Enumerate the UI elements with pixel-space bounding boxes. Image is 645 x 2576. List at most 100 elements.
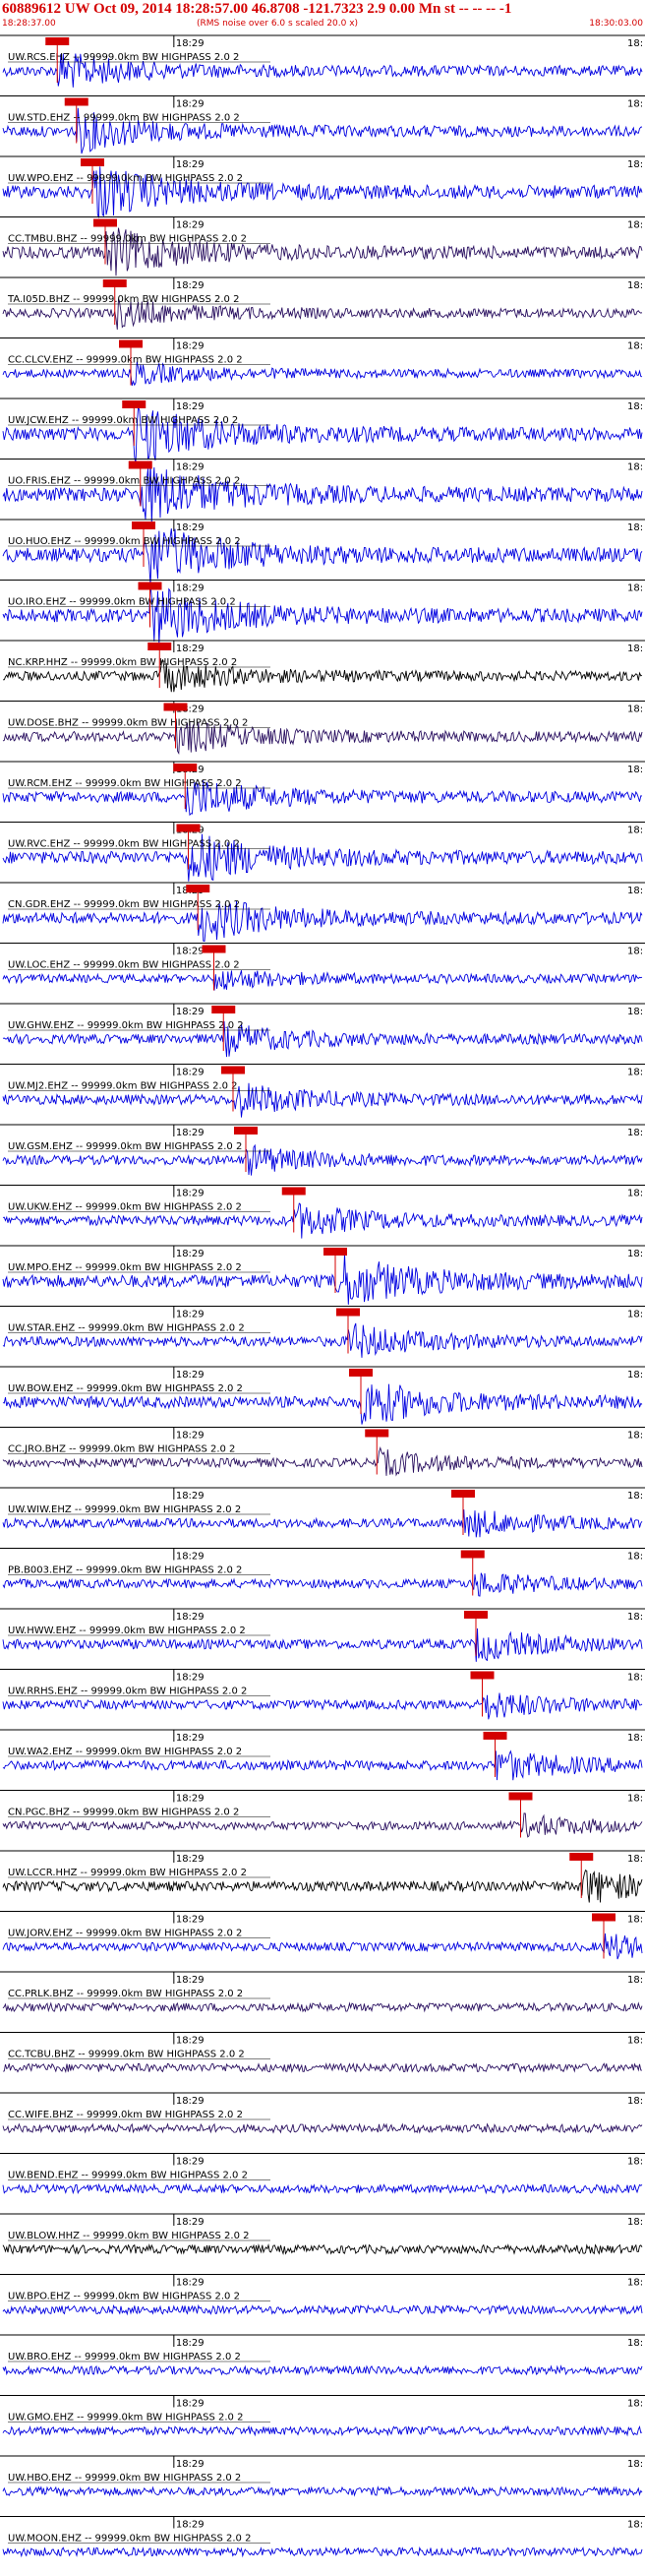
- trace-label: CC.CLCV.EHZ -- 99999.0km BW HIGHPASS 2.0…: [8, 355, 243, 366]
- end-label: 18:: [627, 220, 643, 231]
- trace-label: UW.BOW.EHZ -- 99999.0km BW HIGHPASS 2.0 …: [8, 1383, 243, 1394]
- trace-label: UW.GSM.EHZ -- 99999.0km BW HIGHPASS 2.0 …: [8, 1141, 242, 1152]
- end-label: 18:: [627, 2338, 643, 2349]
- pick-marker: [221, 1066, 245, 1074]
- trace-label: UW.STD.EHZ -- 99999.0km BW HIGHPASS 2.0 …: [8, 113, 240, 124]
- pick-marker: [234, 1127, 258, 1135]
- pick-marker: [451, 1490, 475, 1498]
- pick-marker: [336, 1308, 360, 1317]
- trace-label: CC.TCBU.BHZ -- 99999.0km BW HIGHPASS 2.0…: [8, 2050, 245, 2060]
- pick-marker: [138, 582, 162, 590]
- waveform-trace: [2, 2001, 643, 2013]
- trace-label: UW.GHW.EHZ -- 99999.0km BW HIGHPASS 2.0 …: [8, 1020, 244, 1031]
- minute-label: 18:29: [176, 1612, 205, 1623]
- waveform-trace: [2, 2424, 643, 2437]
- trace-label: CC.TMBU.BHZ -- 99999.0km BW HIGHPASS 2.0…: [8, 234, 247, 245]
- minute-label: 18:29: [176, 1431, 205, 1441]
- pick-marker: [93, 218, 117, 227]
- pick-marker: [128, 460, 152, 469]
- waveform-trace: [2, 1870, 643, 1903]
- trace-label: CC.PRLK.BHZ -- 99999.0km BW HIGHPASS 2.0…: [8, 1989, 243, 1999]
- pick-marker: [186, 885, 210, 892]
- minute-label: 18:29: [176, 2338, 205, 2349]
- end-label: 18:: [627, 1552, 643, 1563]
- waveform-trace: [2, 1082, 643, 1118]
- minute-label: 18:29: [176, 1189, 205, 1199]
- waveform-trace: [2, 721, 643, 756]
- end-label: 18:: [627, 1249, 643, 1259]
- minute-label: 18:29: [176, 1854, 205, 1865]
- trace-label: UW.DOSE.BHZ -- 99999.0km BW HIGHPASS 2.0…: [8, 718, 248, 729]
- minute-label: 18:29: [176, 1552, 205, 1563]
- waveform-trace: [2, 1509, 643, 1538]
- waveform-trace: [2, 1445, 643, 1477]
- end-label: 18:: [627, 1733, 643, 1744]
- end-label: 18:: [627, 1975, 643, 1986]
- trace-label: UW.WA2.EHZ -- 99999.0km BW HIGHPASS 2.0 …: [8, 1747, 242, 1757]
- pick-marker: [211, 1006, 236, 1013]
- minute-label: 18:29: [176, 2459, 205, 2470]
- minute-label: 18:29: [176, 462, 205, 473]
- waveform-trace: [2, 1749, 643, 1781]
- waveform-trace: [2, 1322, 643, 1358]
- trace-label: UW.MPO.EHZ -- 99999.0km BW HIGHPASS 2.0 …: [8, 1262, 242, 1273]
- trace-label: UW.HBO.EHZ -- 99999.0km BW HIGHPASS 2.0 …: [8, 2473, 241, 2484]
- waveform-trace: [2, 2364, 643, 2376]
- waveform-trace: [2, 970, 643, 991]
- waveform-trace: [2, 405, 643, 464]
- waveform-trace: [2, 780, 643, 817]
- pick-marker: [173, 764, 198, 771]
- end-label: 18:: [627, 1189, 643, 1199]
- minute-label: 18:29: [176, 1068, 205, 1078]
- minute-label: 18:29: [176, 1370, 205, 1380]
- trace-label: UW.RCM.EHZ -- 99999.0km BW HIGHPASS 2.0 …: [8, 778, 242, 789]
- end-time: 18:30:03.00: [589, 19, 643, 29]
- waveform-trace: [2, 1932, 643, 1960]
- pick-marker: [508, 1792, 533, 1801]
- pick-marker: [460, 1550, 485, 1559]
- end-label: 18:: [627, 341, 643, 352]
- trace-label: UW.GMO.EHZ -- 99999.0km BW HIGHPASS 2.0 …: [8, 2413, 243, 2423]
- minute-label: 18:29: [176, 99, 205, 110]
- minute-label: 18:29: [176, 2520, 205, 2531]
- trace-label: CN.GDR.EHZ -- 99999.0km BW HIGHPASS 2.0 …: [8, 899, 240, 910]
- pick-marker: [147, 643, 172, 650]
- minute-label: 18:29: [176, 38, 205, 49]
- minute-label: 18:29: [176, 2096, 205, 2107]
- trace-label: CC.JRO.BHZ -- 99999.0km BW HIGHPASS 2.0 …: [8, 1444, 235, 1455]
- end-label: 18:: [627, 2520, 643, 2531]
- minute-label: 18:29: [176, 705, 205, 715]
- end-label: 18:: [627, 1915, 643, 1926]
- scaling-note: (RMS noise over 6.0 s scaled 20.0 x): [197, 19, 359, 29]
- event-title: 60889612 UW Oct 09, 2014 18:28:57.00 46.…: [2, 1, 512, 17]
- end-label: 18:: [627, 2459, 643, 2470]
- minute-label: 18:29: [176, 2217, 205, 2228]
- minute-label: 18:29: [176, 1128, 205, 1138]
- end-label: 18:: [627, 826, 643, 836]
- end-label: 18:: [627, 1431, 643, 1441]
- trace-label: UO.IRO.EHZ -- 99999.0km BW HIGHPASS 2.0 …: [8, 597, 236, 608]
- waveform-trace: [2, 2485, 643, 2497]
- minute-label: 18:29: [176, 2036, 205, 2047]
- pick-marker: [323, 1248, 347, 1256]
- end-label: 18:: [627, 644, 643, 654]
- pick-marker: [202, 945, 226, 953]
- end-label: 18:: [627, 2399, 643, 2410]
- minute-label: 18:29: [176, 2157, 205, 2168]
- trace-label: UW.MJ2.EHZ -- 99999.0km BW HIGHPASS 2.0 …: [8, 1081, 238, 1092]
- trace-label: UW.BLOW.HHZ -- 99999.0km BW HIGHPASS 2.0…: [8, 2231, 250, 2241]
- minute-label: 18:29: [176, 1491, 205, 1502]
- waveform-trace: [2, 361, 643, 387]
- pick-marker: [349, 1369, 373, 1377]
- minute-label: 18:29: [176, 1915, 205, 1926]
- seismogram-panel: 18:29 18: UW.RCS.EHZ -- 99999.0km BW HIGHP…: [0, 34, 645, 2558]
- trace-label: UW.MOON.EHZ -- 99999.0km BW HIGHPASS 2.0…: [8, 2534, 251, 2545]
- end-label: 18:: [627, 2157, 643, 2168]
- trace-label: UW.WPO.EHZ -- 99999.0km BW HIGHPASS 2.0 …: [8, 173, 243, 184]
- pick-marker: [45, 37, 70, 45]
- waveform-trace: [2, 107, 643, 154]
- pick-marker: [569, 1853, 594, 1861]
- pick-marker: [483, 1732, 507, 1740]
- waveform-trace: [2, 1572, 643, 1597]
- pick-marker: [464, 1611, 488, 1619]
